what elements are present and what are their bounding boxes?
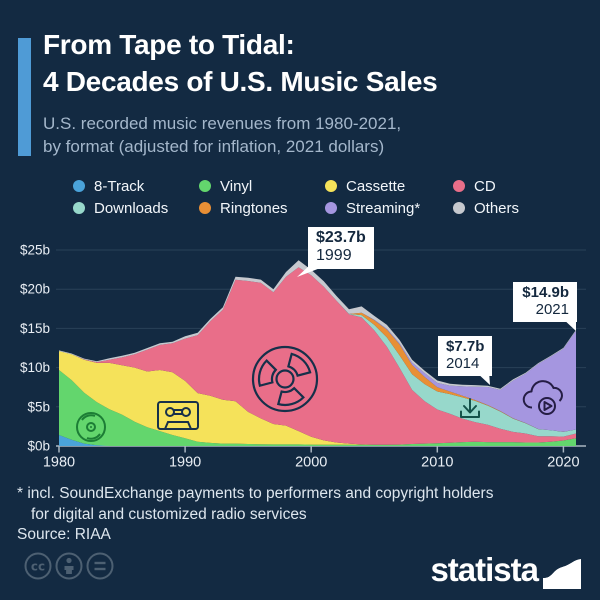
area-downloads	[59, 267, 576, 437]
annotation-2021: $14.9b 2021	[513, 282, 577, 322]
y-tick-label: $20b	[20, 282, 50, 297]
legend-dot	[73, 202, 85, 214]
statista-logo-text: statista	[430, 551, 539, 588]
x-tick-label: 2020	[547, 455, 579, 471]
annotation-2021-year: 2021	[535, 301, 569, 318]
source-text: Source: RIAA	[17, 526, 111, 543]
legend-dot	[199, 180, 211, 192]
tape-reel-icon	[251, 345, 319, 413]
legend-item-vinyl: Vinyl	[199, 175, 325, 197]
y-tick-label: $5b	[27, 399, 50, 414]
streaming-cloud-icon	[522, 380, 563, 415]
page-subtitle: U.S. recorded music revenues from 1980-2…	[43, 112, 401, 158]
annotation-2014-value: $7.7b	[446, 338, 485, 355]
annotation-1999: $23.7b 1999	[308, 227, 374, 269]
x-tick-label: 2000	[295, 455, 327, 471]
legend-item-streaming-: Streaming*	[325, 197, 453, 219]
chart-axis-labels: $0b $5b $10b $15b $20b $25b 1980 1990 2000 2010 20…	[20, 243, 580, 471]
legend-dot	[453, 202, 465, 214]
title-accent-bar	[18, 38, 31, 156]
legend-item-downloads: Downloads	[73, 197, 199, 219]
legend-label: Vinyl	[220, 177, 253, 195]
statista-logo-mark	[543, 551, 581, 589]
annotation-2014: $7.7b 2014	[438, 336, 493, 376]
y-tick-label: $25b	[20, 243, 50, 258]
x-tick-label: 1990	[169, 455, 201, 471]
cc-icon: cc	[24, 552, 52, 580]
footnote-line-2: for digital and customized radio service…	[31, 506, 307, 523]
y-tick-label: $15b	[20, 321, 50, 336]
title-line-1: From Tape to Tidal:	[43, 29, 295, 60]
legend-label: 8-Track	[94, 177, 145, 195]
subtitle-line-1: U.S. recorded music revenues from 1980-2…	[43, 114, 402, 133]
annotation-1999-value: $23.7b	[316, 229, 366, 246]
legend-label: Streaming*	[346, 199, 421, 217]
legend-label: CD	[474, 177, 496, 195]
chart-areas	[59, 260, 576, 446]
legend-label: Ringtones	[220, 199, 288, 217]
svg-text:cc: cc	[31, 560, 45, 574]
cc-by-icon	[55, 552, 83, 580]
annotation-2014-year: 2014	[446, 355, 480, 372]
legend-item-ringtones: Ringtones	[199, 197, 325, 219]
area-streaming-	[59, 267, 576, 432]
vinyl-record-icon	[76, 412, 106, 442]
cassette-icon	[157, 401, 199, 430]
area-cd	[59, 267, 576, 445]
legend-item-8-track: 8-Track	[73, 175, 199, 197]
legend-label: Downloads	[94, 199, 169, 217]
legend-dot	[453, 180, 465, 192]
page-title: From Tape to Tidal: 4 Decades of U.S. Mu…	[43, 26, 438, 100]
legend-item-cd: CD	[453, 175, 519, 197]
legend: 8-Track Vinyl Cassette CD Downloads Ringtones…	[73, 175, 519, 219]
y-tick-label: $0b	[27, 439, 50, 454]
footnote-line-1: * incl. SoundExchange payments to perfor…	[17, 485, 494, 502]
legend-dot	[325, 180, 337, 192]
cc-nd-icon	[86, 552, 114, 580]
legend-item-cassette: Cassette	[325, 175, 453, 197]
annotation-2021-value: $14.9b	[522, 284, 569, 301]
title-line-2: 4 Decades of U.S. Music Sales	[43, 66, 438, 97]
annotation-1999-year: 1999	[316, 247, 352, 264]
area-ringtones	[59, 267, 576, 432]
legend-label: Cassette	[346, 177, 406, 195]
subtitle-line-2: by format (adjusted for inflation, 2021 …	[43, 137, 385, 156]
legend-dot	[325, 202, 337, 214]
legend-dot	[73, 180, 85, 192]
x-tick-label: 2010	[421, 455, 453, 471]
area-vinyl	[59, 370, 576, 446]
y-tick-label: $10b	[20, 360, 50, 375]
legend-item-others: Others	[453, 197, 519, 219]
legend-dot	[199, 202, 211, 214]
download-icon	[460, 398, 480, 418]
cc-license-icons: cc	[24, 552, 114, 580]
legend-label: Others	[474, 199, 520, 217]
x-tick-label: 1980	[43, 455, 75, 471]
footnote: * incl. SoundExchange payments to perfor…	[17, 483, 493, 525]
